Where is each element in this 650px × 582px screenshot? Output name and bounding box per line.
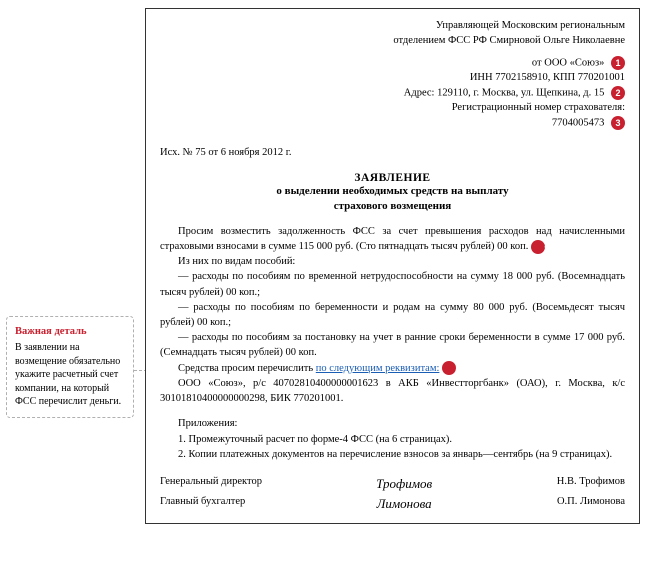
para-6-text: Средства просим перечислить: [178, 363, 316, 374]
from-text: от ООО «Союз»: [532, 58, 604, 69]
title-main: ЗАЯВЛЕНИЕ: [160, 172, 625, 184]
name-1: Н.В. Трофимов: [486, 474, 626, 494]
title-sub-1: о выделении необходимых средств на выпла…: [160, 184, 625, 199]
para-3: — расходы по пособиям по временной нетру…: [160, 269, 625, 299]
callout-text: В заявлении на возмещение обязательно ук…: [15, 341, 125, 409]
sig-1: Трофимов: [339, 474, 469, 494]
badge-3: 3: [611, 116, 625, 130]
requisites-link[interactable]: по следующим реквизитам:: [316, 363, 440, 374]
role-1: Генеральный директор: [160, 474, 323, 494]
reg-label-line: Регистрационный номер страхователя:: [160, 101, 625, 116]
callout-title: Важная деталь: [15, 325, 125, 339]
role-2: Главный бухгалтер: [160, 494, 323, 514]
attachment-2: 2. Копии платежных документов на перечис…: [160, 447, 625, 462]
reference-line: Исх. № 75 от 6 ноября 2012 г.: [160, 147, 625, 158]
signature-row-1: Генеральный директор Трофимов Н.В. Трофи…: [160, 474, 625, 494]
attachments-label: Приложения:: [160, 416, 625, 431]
body-block: Просим возместить задолженность ФСС за с…: [160, 224, 625, 407]
recipient-line-1: Управляющей Московским региональным: [160, 19, 625, 34]
header-block: Управляющей Московским региональным отде…: [160, 19, 625, 131]
name-2: О.П. Лимонова: [486, 494, 626, 514]
para-5: — расходы по пособиям за постановку на у…: [160, 330, 625, 360]
reg-number-line: 7704005473 3: [160, 116, 625, 131]
para-7: ООО «Союз», р/с 40702810400000001623 в А…: [160, 376, 625, 406]
recipient-line-2: отделением ФСС РФ Смирновой Ольге Никола…: [160, 34, 625, 49]
inn-kpp-line: ИНН 7702158910, КПП 770201001: [160, 71, 625, 86]
title-sub-2: страхового возмещения: [160, 199, 625, 214]
signatures-block: Генеральный директор Трофимов Н.В. Трофи…: [160, 474, 625, 513]
address-text: Адрес: 129110, г. Москва, ул. Щепкина, д…: [404, 88, 605, 99]
title-block: ЗАЯВЛЕНИЕ о выделении необходимых средст…: [160, 172, 625, 214]
para-4: — расходы по пособиям по беременности и …: [160, 300, 625, 330]
para-1: Просим возместить задолженность ФСС за с…: [160, 224, 625, 254]
badge-4: 4: [531, 240, 545, 254]
badge-2: 2: [611, 86, 625, 100]
from-line: от ООО «Союз» 1: [160, 56, 625, 71]
badge-5: 5: [442, 361, 456, 375]
reg-number-text: 7704005473: [552, 117, 605, 128]
para-2: Из них по видам пособий:: [160, 254, 625, 269]
attachments-block: Приложения: 1. Промежуточный расчет по ф…: [160, 416, 625, 462]
para-1-text: Просим возместить задолженность ФСС за с…: [160, 226, 625, 252]
badge-1: 1: [611, 56, 625, 70]
signature-row-2: Главный бухгалтер Лимонова О.П. Лимонова: [160, 494, 625, 514]
callout-box: Важная деталь В заявлении на возмещение …: [6, 316, 134, 418]
sig-2: Лимонова: [339, 494, 469, 514]
para-6: Средства просим перечислить по следующим…: [160, 361, 625, 376]
document-page: Управляющей Московским региональным отде…: [145, 8, 640, 524]
attachment-1: 1. Промежуточный расчет по форме-4 ФСС (…: [160, 432, 625, 447]
address-line: Адрес: 129110, г. Москва, ул. Щепкина, д…: [160, 86, 625, 101]
